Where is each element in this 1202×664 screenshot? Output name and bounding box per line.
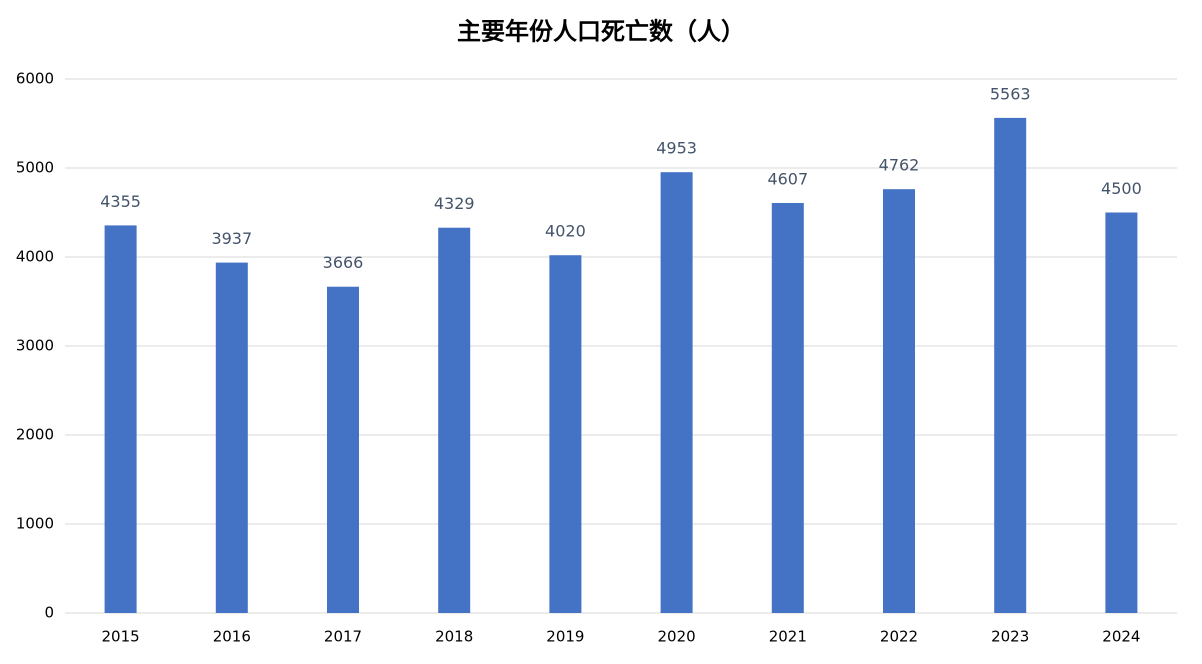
bar xyxy=(771,202,804,614)
bar xyxy=(1105,212,1138,613)
y-tick-label: 6000 xyxy=(16,70,54,88)
value-label: 4953 xyxy=(656,139,697,158)
value-label: 4607 xyxy=(767,169,808,188)
y-tick-label: 3000 xyxy=(16,337,54,355)
bar xyxy=(327,286,359,613)
bar xyxy=(215,262,248,613)
y-tick-label: 5000 xyxy=(16,159,54,177)
bar xyxy=(104,225,137,613)
bar xyxy=(438,227,471,613)
y-tick-label: 4000 xyxy=(16,248,54,266)
x-tick-label: 2022 xyxy=(880,628,918,646)
value-label: 4020 xyxy=(545,222,586,241)
chart-title: 主要年份人口死亡数（人） xyxy=(457,17,745,46)
value-label: 4355 xyxy=(100,192,141,211)
x-tick-label: 2020 xyxy=(658,628,696,646)
value-label: 4500 xyxy=(1101,179,1142,198)
x-tick-label: 2021 xyxy=(769,628,807,646)
x-tick-label: 2017 xyxy=(324,628,362,646)
bar xyxy=(883,189,915,613)
x-tick-label: 2023 xyxy=(991,628,1029,646)
x-tick-label: 2018 xyxy=(435,628,473,646)
y-tick-label: 2000 xyxy=(16,426,54,444)
bar xyxy=(994,117,1027,613)
value-label: 3937 xyxy=(211,229,252,248)
x-tick-label: 2024 xyxy=(1102,628,1140,646)
y-tick-label: 1000 xyxy=(16,515,54,533)
value-label: 4762 xyxy=(879,156,920,175)
x-tick-label: 2015 xyxy=(102,628,140,646)
value-label: 5563 xyxy=(990,84,1031,103)
x-tick-label: 2019 xyxy=(546,628,584,646)
value-label: 3666 xyxy=(323,253,364,272)
value-label: 4329 xyxy=(434,194,475,213)
bar xyxy=(660,172,693,614)
bar xyxy=(549,255,582,613)
x-tick-label: 2016 xyxy=(213,628,251,646)
y-tick-label: 0 xyxy=(44,604,54,622)
